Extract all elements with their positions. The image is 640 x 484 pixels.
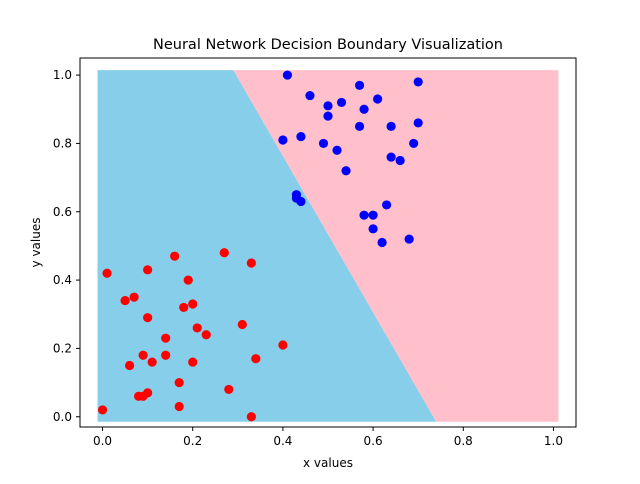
data-point [246, 258, 256, 268]
y-tick-label: 0.6 [53, 205, 72, 219]
y-tick-label: 0.2 [53, 341, 72, 355]
data-point [359, 210, 369, 220]
data-point [143, 265, 153, 275]
data-point [183, 275, 193, 285]
data-point [179, 302, 189, 313]
data-point [386, 152, 396, 162]
data-point [161, 350, 171, 360]
data-point [296, 196, 306, 207]
data-point [97, 405, 108, 415]
data-point [188, 299, 198, 309]
y-axis-label: y values [29, 218, 43, 268]
data-point [368, 210, 378, 220]
data-point [409, 138, 419, 149]
decision-regions [97, 70, 559, 422]
data-point [323, 101, 333, 111]
data-point [373, 94, 383, 104]
data-point [278, 135, 288, 145]
data-point [413, 77, 423, 87]
data-point [305, 90, 315, 101]
y-axis: 0.0 0.2 0.4 0.6 0.8 1.0 [53, 68, 80, 424]
data-point [147, 357, 157, 367]
data-point [174, 377, 184, 388]
x-axis: 0.0 0.2 0.4 0.6 0.8 1.0 [93, 427, 563, 448]
data-point [192, 323, 202, 333]
data-point [368, 224, 378, 234]
data-point [404, 234, 414, 244]
x-axis-label: x values [303, 456, 353, 470]
data-point [125, 360, 135, 371]
data-point [129, 292, 139, 302]
data-point [143, 388, 153, 398]
x-tick-label: 0.4 [273, 434, 292, 448]
data-point [174, 401, 184, 412]
x-tick-label: 0.2 [183, 434, 202, 448]
data-point [296, 131, 306, 142]
y-tick-label: 0.8 [53, 136, 72, 150]
data-point [278, 340, 288, 350]
data-point [323, 111, 333, 121]
data-point [359, 104, 369, 114]
data-point [237, 319, 247, 330]
data-point [354, 80, 365, 90]
data-point [120, 295, 130, 306]
data-point [336, 97, 347, 108]
data-point [318, 138, 329, 149]
data-point [386, 121, 396, 131]
x-tick-label: 0.8 [454, 434, 473, 448]
data-point [219, 248, 229, 258]
y-tick-label: 0.0 [53, 410, 72, 424]
chart-title: Neural Network Decision Boundary Visuali… [153, 37, 503, 53]
data-point [395, 155, 405, 166]
y-tick-label: 1.0 [53, 68, 72, 82]
region-right [233, 70, 559, 422]
x-tick-label: 0.6 [364, 434, 383, 448]
data-point [170, 251, 180, 261]
data-point [377, 237, 387, 248]
plot-frame [79, 57, 577, 428]
x-tick-label: 1.0 [544, 434, 563, 448]
data-point [251, 354, 261, 364]
data-point [143, 313, 153, 323]
data-points [97, 70, 423, 422]
y-tick-label: 0.4 [53, 273, 72, 287]
data-point [224, 384, 234, 395]
data-point [282, 70, 293, 80]
region-left [97, 70, 437, 422]
x-tick-label: 0.0 [93, 434, 112, 448]
data-point [382, 200, 392, 210]
data-point [341, 166, 351, 176]
data-point [332, 145, 342, 155]
data-point [161, 333, 171, 343]
data-point [138, 350, 148, 360]
data-point [354, 121, 365, 131]
data-point [188, 357, 198, 367]
data-point [201, 330, 211, 340]
data-point [246, 412, 256, 422]
data-point [102, 268, 112, 278]
data-point [413, 118, 423, 128]
